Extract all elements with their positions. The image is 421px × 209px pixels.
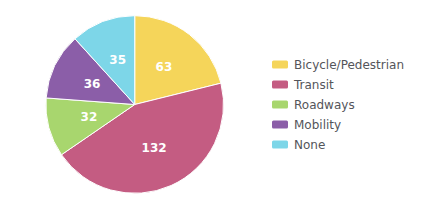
svg-text:132: 132 (142, 141, 167, 155)
svg-text:36: 36 (84, 77, 101, 91)
svg-text:Roadways: Roadways (294, 98, 355, 112)
svg-text:Mobility: Mobility (294, 118, 341, 132)
svg-text:Transit: Transit (293, 78, 334, 92)
svg-text:None: None (294, 138, 325, 152)
svg-text:Bicycle/Pedestrian: Bicycle/Pedestrian (294, 58, 404, 72)
svg-text:35: 35 (109, 53, 126, 67)
svg-text:63: 63 (156, 60, 173, 74)
svg-text:32: 32 (81, 110, 98, 124)
